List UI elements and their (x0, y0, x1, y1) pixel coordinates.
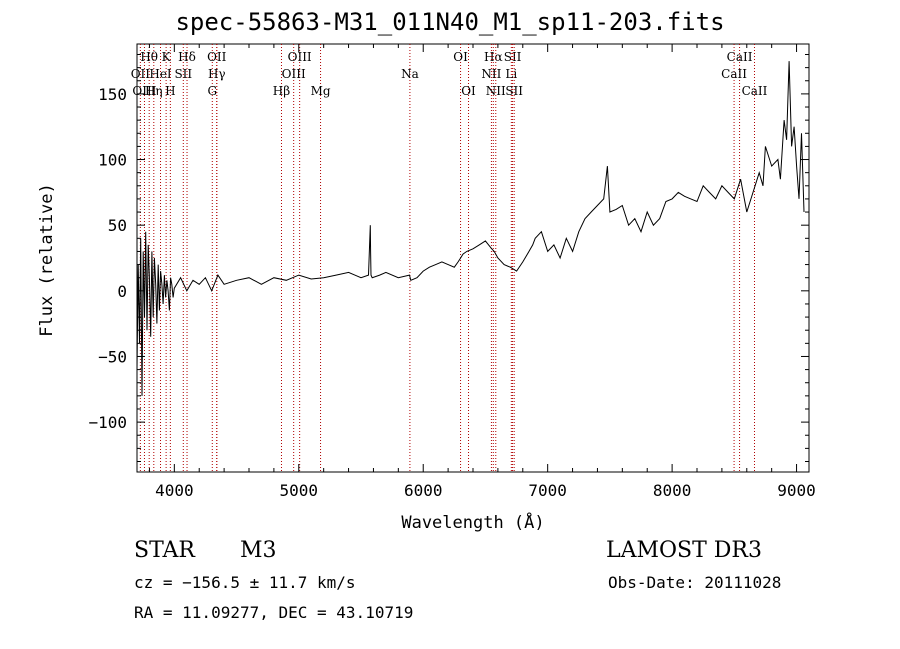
line-marker-label: OIII (288, 50, 312, 64)
y-tick-label: −50 (98, 347, 127, 366)
y-tick-label: 100 (98, 151, 127, 170)
line-marker-label: Na (401, 67, 419, 81)
line-marker-label: Hγ (208, 67, 226, 81)
x-axis-ticks: 4000 5000 6000 7000 8000 9000 (148, 44, 816, 500)
line-marker-label: K (162, 50, 172, 64)
line-marker-label: SII (505, 84, 523, 98)
line-marker-label: SII (504, 50, 522, 64)
y-axis-label: Flux (relative) (37, 183, 57, 337)
line-marker-label: Hα (484, 50, 503, 64)
line-marker-label: SII (174, 67, 192, 81)
x-tick-label: 5000 (280, 481, 319, 500)
x-axis-label: Wavelength (Å) (401, 511, 544, 533)
line-marker-label: Hθ (140, 50, 158, 64)
spectrum-line (136, 61, 805, 396)
plot-frame (136, 43, 810, 473)
line-marker-label: OII (131, 67, 151, 81)
line-marker-label: CaII (727, 50, 753, 64)
line-marker-label: OIII (132, 84, 156, 98)
line-marker-label: H (165, 84, 175, 98)
line-marker-label: OI (453, 50, 468, 64)
line-marker-label: Hβ (273, 84, 290, 98)
line-marker-label: Hη (145, 84, 163, 98)
spectral-subclass: M3 (240, 538, 277, 563)
y-tick-label: 50 (108, 216, 127, 235)
survey-name: LAMOST DR3 (606, 538, 762, 563)
x-tick-label: 7000 (528, 481, 567, 500)
line-marker-label: Li (505, 67, 517, 81)
y-axis-ticks: −100 −50 0 50 100 150 (88, 54, 809, 462)
line-marker-label: HeI (149, 67, 172, 81)
observation-date: Obs-Date: 20111028 (608, 573, 782, 592)
line-marker-label: Mg (311, 84, 331, 98)
x-tick-label: 4000 (155, 481, 194, 500)
x-tick-label: 9000 (777, 481, 816, 500)
x-tick-label: 6000 (404, 481, 443, 500)
spectral-class: STAR (134, 538, 195, 563)
line-marker-label: CaII (742, 84, 768, 98)
chart-title: spec-55863-M31_011N40_M1_sp11-203.fits (175, 8, 725, 36)
x-tick-label: 8000 (653, 481, 692, 500)
line-marker-label: NII (481, 67, 501, 81)
y-tick-label: −100 (88, 413, 127, 432)
y-tick-label: 0 (117, 282, 127, 301)
line-marker-label: Hδ (178, 50, 196, 64)
line-marker-label: NII (486, 84, 506, 98)
line-marker-label: G (207, 84, 217, 98)
line-marker-label: OIII (282, 67, 306, 81)
y-tick-label: 150 (98, 85, 127, 104)
line-marker-label: CaII (721, 67, 747, 81)
coordinates-readout: RA = 11.09277, DEC = 43.10719 (134, 603, 414, 622)
line-marker-label: OI (461, 84, 476, 98)
redshift-readout: cz = −156.5 ± 11.7 km/s (134, 573, 356, 592)
